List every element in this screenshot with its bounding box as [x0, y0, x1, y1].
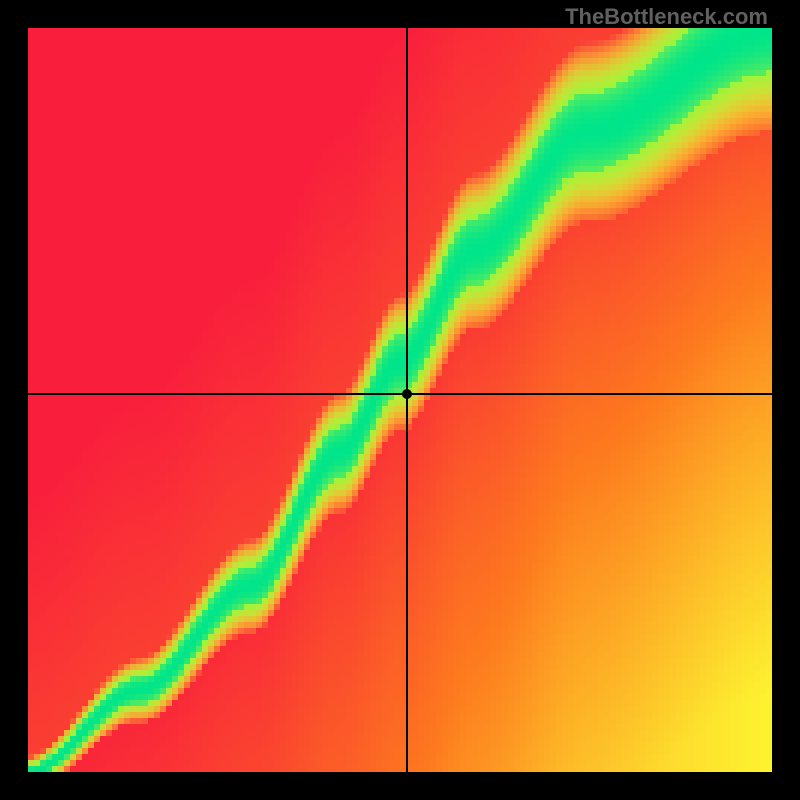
- watermark-text: TheBottleneck.com: [565, 4, 768, 30]
- crosshair-vertical: [406, 28, 408, 772]
- bottleneck-heatmap: [28, 28, 772, 772]
- crosshair-horizontal: [28, 393, 772, 395]
- crosshair-marker-dot: [402, 389, 412, 399]
